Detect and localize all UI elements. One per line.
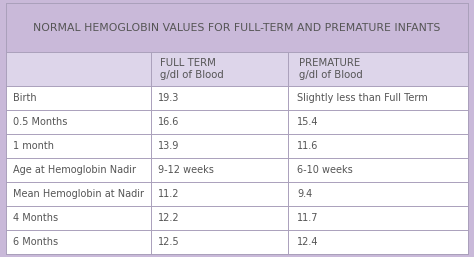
Text: 19.3: 19.3 bbox=[158, 93, 180, 103]
Text: 13.9: 13.9 bbox=[158, 141, 180, 151]
Text: 9.4: 9.4 bbox=[297, 189, 312, 199]
Text: 12.2: 12.2 bbox=[158, 213, 180, 223]
Text: Slightly less than Full Term: Slightly less than Full Term bbox=[297, 93, 428, 103]
Text: 9-12 weeks: 9-12 weeks bbox=[158, 165, 214, 175]
Text: Mean Hemoglobin at Nadir: Mean Hemoglobin at Nadir bbox=[13, 189, 144, 199]
Text: 15.4: 15.4 bbox=[297, 117, 319, 127]
Text: 11.6: 11.6 bbox=[297, 141, 318, 151]
Text: Birth: Birth bbox=[13, 93, 36, 103]
Text: NORMAL HEMOGLOBIN VALUES FOR FULL-TERM AND PREMATURE INFANTS: NORMAL HEMOGLOBIN VALUES FOR FULL-TERM A… bbox=[33, 23, 441, 33]
Text: 11.2: 11.2 bbox=[158, 189, 180, 199]
Text: 6 Months: 6 Months bbox=[13, 237, 58, 247]
Text: 12.4: 12.4 bbox=[297, 237, 319, 247]
Text: Age at Hemoglobin Nadir: Age at Hemoglobin Nadir bbox=[13, 165, 136, 175]
Text: PREMATURE
g/dl of Blood: PREMATURE g/dl of Blood bbox=[299, 58, 363, 80]
Text: 1 month: 1 month bbox=[13, 141, 54, 151]
Text: 0.5 Months: 0.5 Months bbox=[13, 117, 67, 127]
Text: 4 Months: 4 Months bbox=[13, 213, 58, 223]
Text: FULL TERM
g/dl of Blood: FULL TERM g/dl of Blood bbox=[160, 58, 223, 80]
Text: 11.7: 11.7 bbox=[297, 213, 319, 223]
Text: 6-10 weeks: 6-10 weeks bbox=[297, 165, 353, 175]
Text: 16.6: 16.6 bbox=[158, 117, 180, 127]
Text: 12.5: 12.5 bbox=[158, 237, 180, 247]
